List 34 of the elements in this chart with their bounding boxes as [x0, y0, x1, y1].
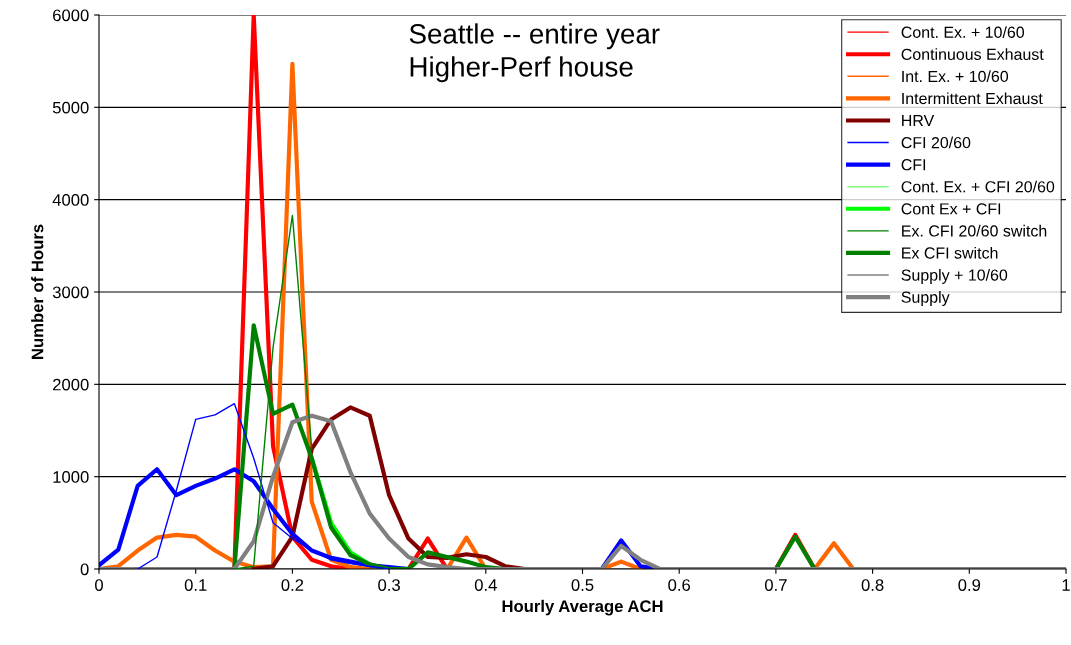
x-tick-label: 0.7	[764, 579, 787, 591]
y-axis-title: Number of Hours	[31, 224, 44, 359]
legend-label: Int. Ex. + 10/60	[902, 70, 1009, 83]
x-tick-label: 1	[1062, 579, 1070, 591]
y-tick-label: 4000	[52, 194, 89, 206]
legend-label: Supply	[901, 291, 950, 306]
legend-label: Ex CFI switch	[902, 246, 998, 259]
x-tick-label: 0.3	[378, 579, 400, 591]
x-tick-label: 0	[95, 579, 103, 591]
x-tick-label: 0.4	[474, 579, 497, 591]
legend-label: Cont. Ex. + 10/60	[901, 26, 1025, 38]
x-tick-label: 0.9	[958, 579, 981, 591]
y-tick-label: 5000	[52, 101, 89, 114]
x-tick-label: 0.5	[571, 579, 594, 591]
legend-label: Cont. Ex. + CFI 20/60	[901, 180, 1055, 193]
legend-label: Cont Ex + CFI	[901, 203, 1001, 215]
legend-label: HRV	[902, 115, 935, 127]
x-tick-label: 0.6	[668, 579, 691, 591]
annotation: Seattle -- entire year Higher-Perf house	[409, 23, 660, 83]
x-tick-label: 0.1	[184, 579, 207, 591]
legend-label: Continuous Exhaust	[901, 48, 1044, 60]
y-tick-label: 1000	[53, 471, 89, 483]
y-tick-label: 6000	[53, 9, 89, 22]
legend-label: Intermittent Exhaust	[902, 92, 1043, 105]
legend-label: Supply + 10/60	[901, 269, 1008, 284]
y-tick-label: 0	[80, 563, 89, 576]
x-tick-label: 0.2	[281, 579, 304, 591]
legend-label: CFI 20/60	[901, 136, 971, 149]
legend-label: CFI	[901, 159, 926, 171]
y-tick-label: 2000	[53, 378, 89, 391]
legend-label: Ex. CFI 20/60 switch	[902, 224, 1047, 237]
y-tick-label: 3000	[52, 286, 89, 299]
x-axis-title: Hourly Average ACH	[502, 599, 663, 616]
x-tick-label: 0.8	[861, 579, 884, 591]
